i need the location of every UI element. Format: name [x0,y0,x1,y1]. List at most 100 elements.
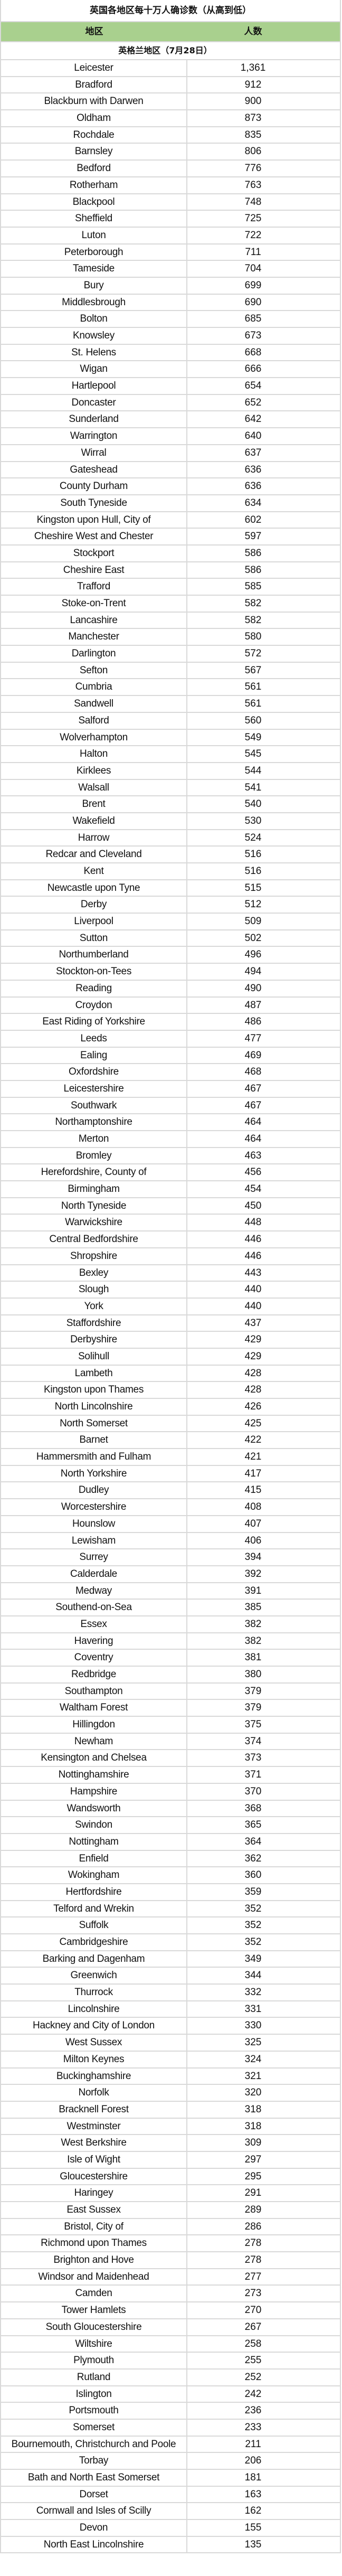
region-name: Wolverhampton [1,729,187,746]
table-row: Southend-on-Sea 385 [1,1600,340,1616]
region-name: West Sussex [1,2035,187,2051]
region-name: Liverpool [1,914,187,929]
region-name: East Sussex [1,2202,187,2218]
case-count: 490 [244,982,262,994]
region-name: Knowsley [1,328,187,344]
table-row: Lambeth 428 [1,1365,340,1383]
table-row: Sefton 567 [1,662,340,680]
table-row: Hartlepool 654 [1,378,340,395]
table-row: Kingston upon Hull, City of 602 [1,512,340,529]
region-name: Bolton [1,311,187,327]
region-name: Peterborough [1,244,187,260]
case-count: 270 [244,2305,262,2316]
region-name: Swindon [1,1817,187,1833]
region-name: Shropshire [1,1248,187,1264]
case-count: 297 [244,2154,262,2165]
table-row: Kensington and Chelsea 373 [1,1750,340,1768]
region-name: Wirral [1,445,187,461]
region-name: Isle of Wight [1,2151,187,2168]
case-count: 135 [244,2539,262,2550]
region-name: Dorset [1,2486,187,2503]
region-name: Bracknell Forest [1,2101,187,2118]
region-name: Norfolk [1,2085,187,2101]
case-count: 352 [244,1936,262,1948]
case-count: 236 [244,2405,262,2417]
case-count: 373 [244,1752,262,1764]
table-body: Leicester 1,361 Bradford 912 Blackburn with … [1,60,340,2554]
table-row: Tower Hamlets 270 [1,2302,340,2319]
case-count: 379 [244,1685,262,1697]
region-name: Stoke-on-Trent [1,596,187,612]
region-name: Kent [1,863,187,879]
case-count: 415 [244,1484,262,1496]
table-row: Kirklees 544 [1,763,340,780]
region-name: Kensington and Chelsea [1,1750,187,1766]
region-name: Barnet [1,1432,187,1449]
table-row: Cheshire West and Chester 597 [1,529,340,546]
case-count: 370 [244,1785,262,1797]
table-row: Torbay 206 [1,2453,340,2470]
case-count: 585 [244,581,262,593]
region-name: East Riding of Yorkshire [1,1014,187,1030]
region-name: Barking and Dagenham [1,1951,187,1967]
header-count: 人数 [244,26,262,37]
table-row: Southampton 379 [1,1683,340,1700]
table-row: Devon 155 [1,2520,340,2537]
table-row: Stockton-on-Tees 494 [1,964,340,981]
region-name: Oldham [1,110,187,126]
table-row: Harrow 524 [1,830,340,847]
case-count: 502 [244,932,262,944]
region-name: Gloucestershire [1,2168,187,2185]
table-row: Leicestershire 467 [1,1080,340,1098]
region-name: Northamptonshire [1,1114,187,1130]
region-name: Haringey [1,2185,187,2201]
table-row: Bradford 912 [1,77,340,94]
region-name: Milton Keynes [1,2051,187,2067]
region-name: Redcar and Cleveland [1,847,187,862]
region-name: Kirklees [1,763,187,779]
case-count: 359 [244,1886,262,1897]
table-row: Wolverhampton 549 [1,729,340,747]
table-row: North Yorkshire 417 [1,1465,340,1483]
case-count: 371 [244,1769,262,1781]
case-count: 422 [244,1434,262,1446]
table-row: Surrey 394 [1,1549,340,1566]
region-name: Cornwall and Isles of Scilly [1,2503,187,2519]
case-count: 368 [244,1802,262,1814]
region-name: Bath and North East Somerset [1,2470,187,2486]
case-count: 544 [244,765,262,776]
case-count: 362 [244,1853,262,1864]
case-count: 450 [244,1200,262,1211]
case-count: 512 [244,899,262,910]
case-count: 332 [244,1987,262,1998]
case-count: 255 [244,2355,262,2366]
region-name: Cheshire East [1,562,187,578]
table-row: East Riding of Yorkshire 486 [1,1014,340,1031]
region-name: Havering [1,1633,187,1649]
case-count: 582 [244,614,262,626]
table-row: Portsmouth 236 [1,2403,340,2420]
region-name: Merton [1,1131,187,1147]
case-count: 440 [244,1300,262,1312]
region-name: Wakefield [1,813,187,829]
case-count: 408 [244,1501,262,1513]
table-row: Bath and North East Somerset 181 [1,2470,340,2487]
region-name: Richmond upon Thames [1,2235,187,2252]
region-name: Bradford [1,77,187,93]
table-row: Herefordshire, County of 456 [1,1164,340,1182]
table-row: Sunderland 642 [1,411,340,429]
table-row: Gateshead 636 [1,462,340,479]
region-name: Leicestershire [1,1080,187,1097]
region-name: Luton [1,227,187,243]
region-name: Oxfordshire [1,1064,187,1080]
case-count: 541 [244,782,262,793]
region-name: Plymouth [1,2353,187,2368]
region-name: Southampton [1,1683,187,1699]
table-row: Bournemouth, Christchurch and Poole 211 [1,2436,340,2453]
case-count: 267 [244,2321,262,2333]
region-name: Bristol, City of [1,2218,187,2235]
table-row: Greenwich 344 [1,1968,340,1985]
table-row: Rutland 252 [1,2369,340,2386]
table-row: Sandwell 561 [1,696,340,713]
